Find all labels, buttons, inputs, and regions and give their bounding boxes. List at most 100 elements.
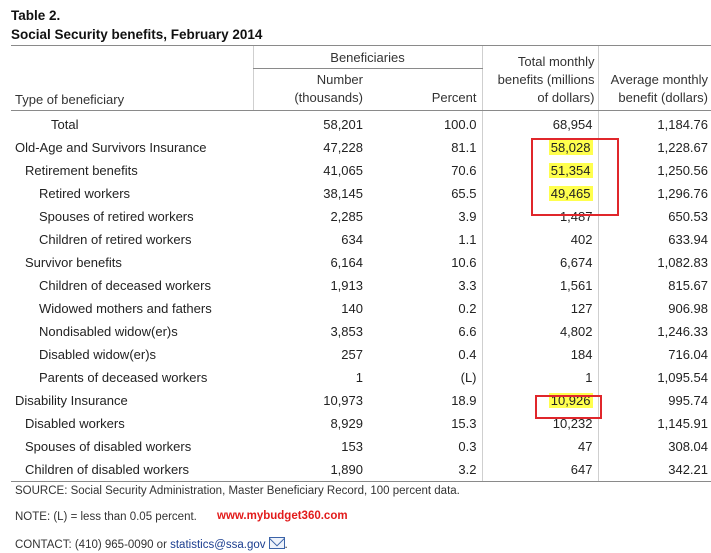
row-label: Survivor benefits (25, 255, 122, 270)
header-beneficiaries: Beneficiaries (252, 45, 482, 69)
header-average-benefit: Average monthly benefit (dollars) (597, 45, 711, 111)
cell-percent: 81.1 (451, 140, 477, 155)
cell-benefits: 402 (481, 228, 598, 251)
cell-average: 716.04 (597, 343, 711, 366)
cell-percent: (L) (460, 370, 477, 385)
cell-benefits: 6,674 (481, 251, 598, 274)
row-label: Disability Insurance (15, 393, 128, 408)
cell-benefits: 1,561 (481, 274, 598, 297)
table-row: Retired workers 38,145 65.5 49,465 1,296… (11, 182, 711, 205)
cell-percent: 65.5 (451, 186, 477, 201)
cell-number: 10,973 (323, 393, 363, 408)
row-label: Nondisabled widow(er)s (39, 324, 178, 339)
table-label: Table 2. (11, 8, 61, 23)
cell-benefits: 47 (481, 435, 598, 458)
highlighted-value: 51,354 (548, 163, 593, 178)
cell-average: 1,250.56 (597, 159, 711, 182)
cell-average: 1,228.67 (597, 136, 711, 159)
highlighted-value: 58,028 (548, 140, 593, 155)
mail-icon[interactable] (268, 537, 285, 549)
table-row: Children of retired workers 634 1.1 402 … (11, 228, 711, 251)
cell-average: 1,246.33 (597, 320, 711, 343)
row-label: Spouses of retired workers (39, 209, 194, 224)
header-total-benefits: Total monthly benefits (millions of doll… (481, 45, 598, 111)
source-note: SOURCE: Social Security Administration, … (15, 485, 460, 497)
cell-percent: 3.9 (458, 209, 477, 224)
cell-benefits: 127 (481, 297, 598, 320)
row-label: Total (51, 117, 79, 132)
table-row: Disabled workers 8,929 15.3 10,232 1,145… (11, 412, 711, 435)
cell-average: 633.94 (597, 228, 711, 251)
watermark-text: www.mybudget360.com (217, 510, 348, 522)
table-title-block: Table 2. Social Security benefits, Febru… (11, 6, 262, 44)
cell-number: 6,164 (330, 255, 363, 270)
table-row: Disabled widow(er)s 257 0.4 184 716.04 (11, 343, 711, 366)
cell-average: 1,145.91 (597, 412, 711, 435)
row-label: Disabled widow(er)s (39, 347, 157, 362)
cell-benefits: 49,465 (481, 182, 598, 205)
cell-number: 634 (341, 232, 363, 247)
cell-benefits: 10,232 (481, 412, 598, 435)
cell-percent: 0.2 (458, 301, 477, 316)
table-row: Disability Insurance 10,973 18.9 10,926 … (11, 389, 711, 412)
cell-percent: 6.6 (458, 324, 477, 339)
cell-number: 140 (341, 301, 363, 316)
cell-average: 1,296.76 (597, 182, 711, 205)
contact-prefix: CONTACT: (410) 965-0090 or (15, 539, 171, 551)
cell-average: 1,184.76 (597, 110, 711, 136)
table-row: Spouses of disabled workers 153 0.3 47 3… (11, 435, 711, 458)
highlighted-value: 10,926 (548, 393, 593, 408)
cell-benefits: 1,487 (481, 205, 598, 228)
table-row: Children of deceased workers 1,913 3.3 1… (11, 274, 711, 297)
table-row: Nondisabled widow(er)s 3,853 6.6 4,802 1… (11, 320, 711, 343)
header-percent: Percent (368, 68, 482, 111)
table-row: Children of disabled workers 1,890 3.2 6… (11, 458, 711, 482)
cell-percent: 3.2 (368, 458, 482, 482)
cell-benefits: 184 (481, 343, 598, 366)
cell-percent: 0.4 (458, 347, 477, 362)
row-label: Old-Age and Survivors Insurance (15, 140, 207, 155)
row-label: Children of deceased workers (39, 278, 211, 293)
table-row: Retirement benefits 41,065 70.6 51,354 1… (11, 159, 711, 182)
row-label: Disabled workers (25, 416, 125, 431)
row-label: Widowed mothers and fathers (39, 301, 212, 316)
cell-percent: 1.1 (458, 232, 477, 247)
contact-email-link[interactable]: statistics@ssa.gov (170, 539, 266, 551)
cell-average: 342.21 (597, 458, 711, 482)
cell-number: 8,929 (330, 416, 363, 431)
cell-percent: 18.9 (451, 393, 477, 408)
cell-benefits: 68,954 (481, 110, 598, 136)
cell-percent: 100.0 (443, 117, 477, 132)
cell-number: 1,890 (253, 458, 368, 482)
row-label: Spouses of disabled workers (25, 439, 192, 454)
cell-average: 1,082.83 (597, 251, 711, 274)
cell-number: 1,913 (330, 278, 363, 293)
table-row: Spouses of retired workers 2,285 3.9 1,4… (11, 205, 711, 228)
cell-average: 995.74 (597, 389, 711, 412)
contact-suffix: . (284, 539, 288, 551)
header-type: Type of beneficiary (11, 45, 253, 111)
cell-average: 815.67 (597, 274, 711, 297)
contact-line: CONTACT: (410) 965-0090 or statistics@ss… (15, 536, 288, 551)
table-row: Widowed mothers and fathers 140 0.2 127 … (11, 297, 711, 320)
cell-percent: 15.3 (451, 416, 477, 431)
cell-average: 308.04 (597, 435, 711, 458)
cell-number: 58,201 (323, 117, 363, 132)
cell-benefits: 647 (481, 458, 598, 482)
cell-average: 1,095.54 (597, 366, 711, 389)
cell-percent: 10.6 (451, 255, 477, 270)
row-label: Retired workers (39, 186, 131, 201)
cell-percent: 70.6 (451, 163, 477, 178)
row-label: Parents of deceased workers (39, 370, 208, 385)
cell-benefits: 1 (481, 366, 598, 389)
cell-percent: 3.3 (458, 278, 477, 293)
cell-number: 38,145 (323, 186, 363, 201)
header-number: Number (thousands) (252, 68, 368, 111)
highlighted-value: 49,465 (548, 186, 593, 201)
table-row: Parents of deceased workers 1 (L) 1 1,09… (11, 366, 711, 389)
row-label: Children of retired workers (39, 232, 192, 247)
cell-percent: 0.3 (458, 439, 477, 454)
cell-benefits: 10,926 (481, 389, 598, 412)
cell-benefits: 58,028 (481, 136, 598, 159)
row-label: Retirement benefits (25, 163, 138, 178)
